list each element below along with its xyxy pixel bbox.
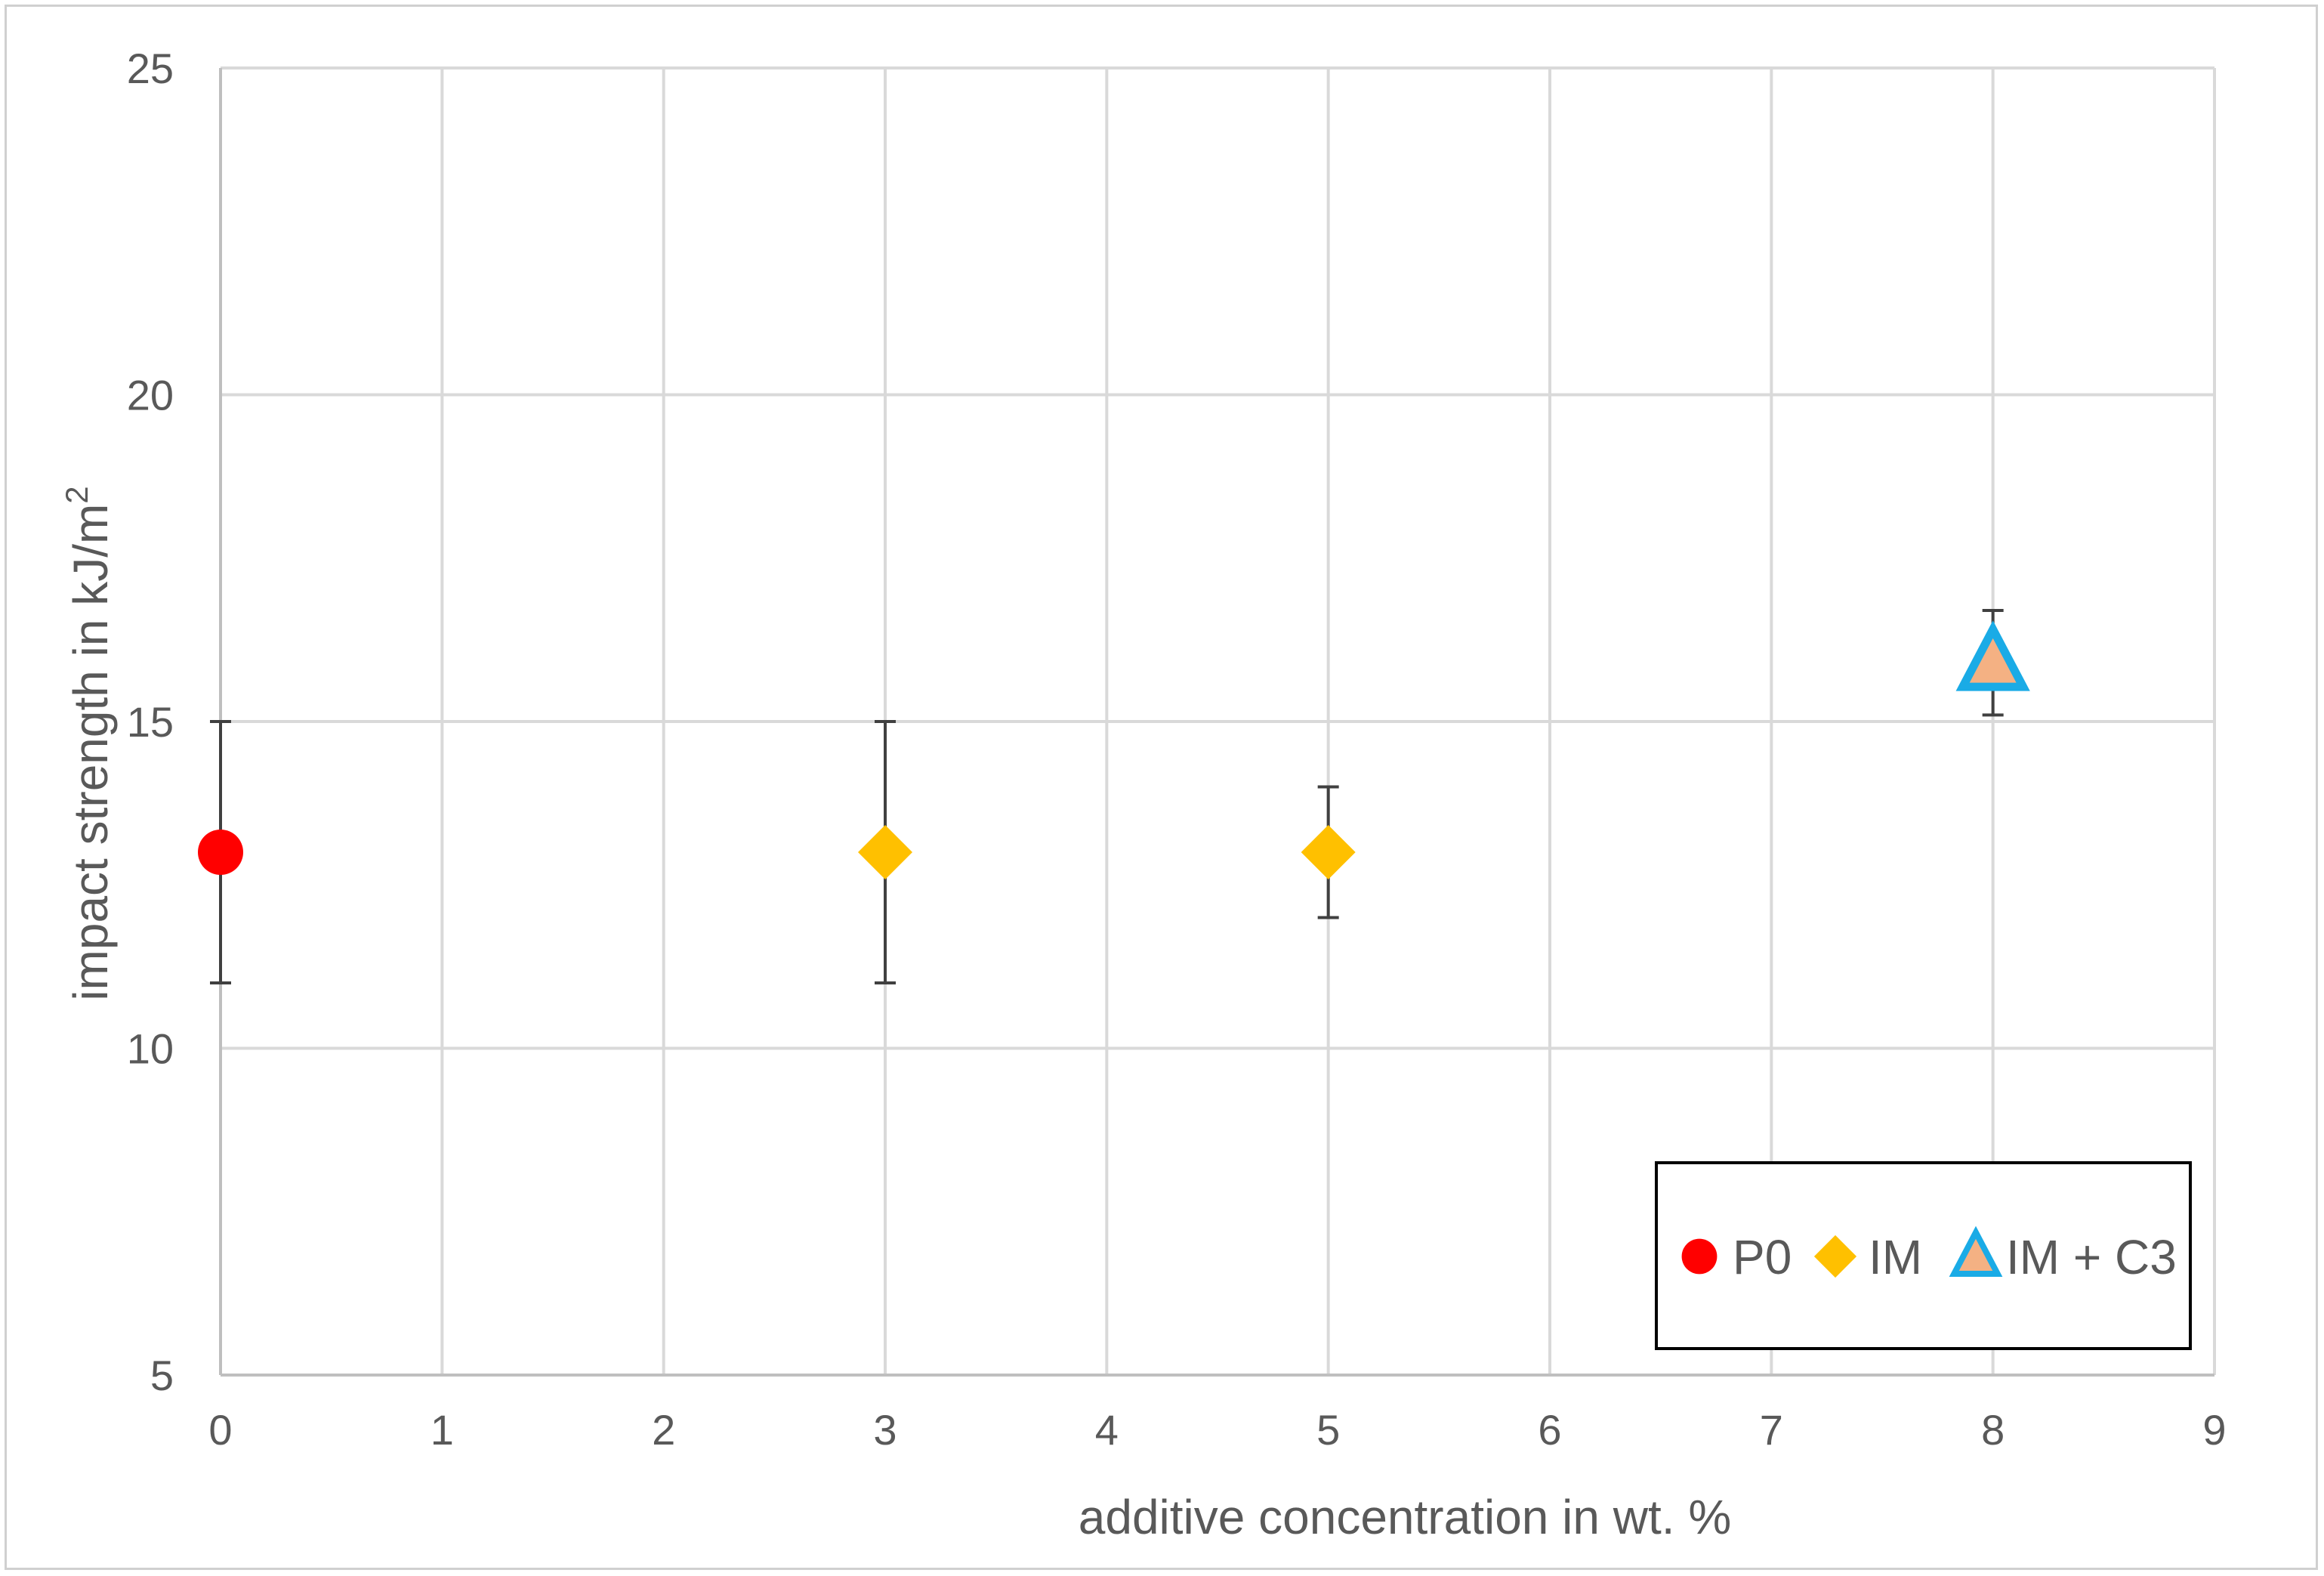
- x-tick-label: 7: [1760, 1406, 1783, 1454]
- y-axis-title-superscript: 2: [59, 486, 94, 503]
- y-tick-label: 10: [127, 1025, 174, 1073]
- x-tick-label: 9: [2202, 1406, 2226, 1454]
- x-tick-label: 2: [652, 1406, 675, 1454]
- legend-marker-triangle: [1949, 1225, 2003, 1277]
- x-tick-label: 6: [1538, 1406, 1561, 1454]
- x-axis-title: additive concentration in wt. %: [1079, 1490, 1731, 1544]
- y-axis-ticks: 5 10 15 20 25: [127, 45, 174, 1399]
- legend-box: [1655, 1161, 2192, 1350]
- x-tick-label: 3: [873, 1406, 897, 1454]
- data-point-circle: [198, 830, 243, 875]
- legend: P0 IM IM + C3: [1655, 1161, 2192, 1350]
- legend-label: IM: [1869, 1230, 1922, 1284]
- data-point-diamond: [858, 825, 912, 879]
- y-tick-label: 25: [127, 45, 174, 92]
- x-tick-label: 1: [431, 1406, 454, 1454]
- y-axis-title: impact strength in kJ/m2: [59, 486, 118, 1000]
- x-tick-label: 4: [1095, 1406, 1119, 1454]
- x-tick-label: 0: [208, 1406, 232, 1454]
- data-markers: [198, 620, 2030, 879]
- x-tick-label: 5: [1316, 1406, 1340, 1454]
- legend-marker-diamond: [1813, 1235, 1857, 1278]
- legend-label: IM + C3: [2006, 1230, 2177, 1284]
- legend-label: P0: [1733, 1230, 1792, 1284]
- x-axis-ticks: 0 1 2 3 4 5 6 7 8 9: [208, 1406, 2226, 1454]
- data-point-diamond: [1301, 825, 1356, 879]
- y-tick-label: 5: [150, 1352, 174, 1399]
- y-axis-title-text: impact strength in kJ/m: [63, 504, 118, 1001]
- x-tick-label: 8: [1981, 1406, 2005, 1454]
- data-point-triangle: [1955, 620, 2030, 691]
- y-tick-label: 15: [127, 698, 174, 746]
- gridlines: [219, 66, 2216, 1377]
- y-tick-label: 20: [127, 372, 174, 419]
- legend-marker-circle: [1681, 1238, 1718, 1275]
- legend-items: P0 IM IM + C3: [1681, 1225, 2177, 1284]
